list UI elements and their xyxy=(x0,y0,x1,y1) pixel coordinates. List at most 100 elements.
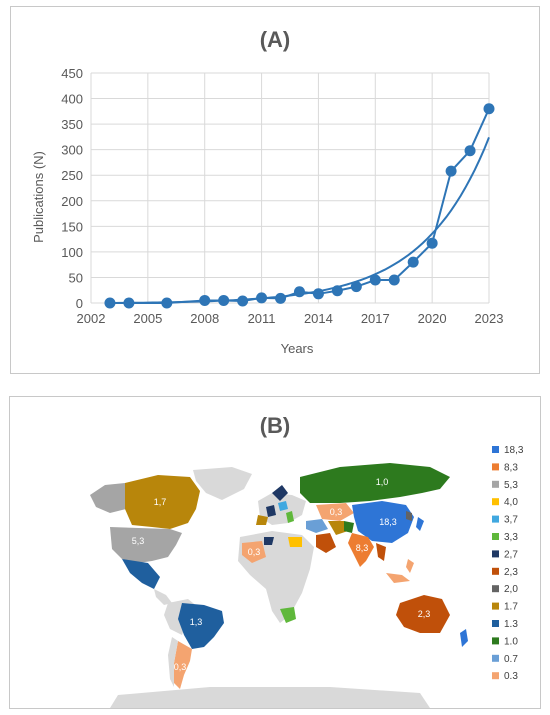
legend-label: 2,0 xyxy=(504,584,518,595)
region-middle-east xyxy=(306,519,328,533)
line-chart-panel: (A) 0 50 100 150 200 250 300 350 400 450 2002 2005… xyxy=(10,6,540,374)
legend-label: 0.3 xyxy=(504,671,518,682)
legend-label: 1.0 xyxy=(504,636,518,647)
y-tick-label: 100 xyxy=(61,245,83,260)
y-axis-label: Publications (N) xyxy=(31,151,46,243)
region-brazil xyxy=(178,603,224,649)
legend-swatch xyxy=(492,620,499,627)
region-philippines xyxy=(406,559,414,573)
region-germany xyxy=(278,501,288,511)
legend-label: 18,3 xyxy=(504,445,524,456)
region-chile xyxy=(168,637,178,687)
data-point xyxy=(256,292,268,304)
y-tick-labels: 0 50 100 150 200 250 300 350 400 450 xyxy=(61,66,83,311)
region-iran xyxy=(328,521,348,535)
data-point xyxy=(331,285,343,297)
region-central-america xyxy=(154,589,172,605)
legend-swatch xyxy=(492,567,499,575)
region-france xyxy=(266,505,276,517)
legend-swatch xyxy=(492,550,499,558)
legend-swatch xyxy=(492,446,499,453)
y-tick-label: 450 xyxy=(61,66,83,81)
label-india: 8,3 xyxy=(356,543,369,553)
region-australia xyxy=(396,595,450,633)
legend-swatch xyxy=(492,672,499,680)
publications-line-chart: (A) 0 50 100 150 200 250 300 350 400 450 2002 2005… xyxy=(31,27,504,356)
region-greenland xyxy=(193,467,252,500)
region-pakistan xyxy=(344,521,354,533)
x-tick-label: 2002 xyxy=(77,311,106,326)
legend-label: 8,3 xyxy=(504,462,518,473)
chart-title: (B) xyxy=(260,413,291,438)
legend-label: 2,3 xyxy=(504,567,518,578)
region-alaska xyxy=(90,483,130,513)
label-australia: 2,3 xyxy=(418,609,431,619)
label-brazil: 1,3 xyxy=(190,617,203,627)
region-algeria xyxy=(242,541,266,563)
world-map-panel: (B) xyxy=(9,396,541,709)
region-kazakhstan xyxy=(316,503,354,521)
data-point xyxy=(445,165,457,177)
map-value-labels: 1,7 5,3 1,3 0,3 1,0 18,3 8,3 2,3 0,3 0,3 xyxy=(132,477,431,672)
y-tick-label: 350 xyxy=(61,117,83,132)
region-south-africa xyxy=(280,607,296,623)
legend-swatch xyxy=(492,585,499,593)
region-mexico xyxy=(122,559,160,589)
data-point xyxy=(199,294,211,306)
y-tick-label: 50 xyxy=(69,270,83,285)
region-korea xyxy=(406,511,412,521)
legend-swatch xyxy=(492,515,499,523)
legend-label: 5,3 xyxy=(504,480,518,491)
data-point xyxy=(123,297,135,309)
x-tick-label: 2005 xyxy=(133,311,162,326)
data-point xyxy=(350,281,362,293)
x-tick-labels: 2002 2005 2008 2011 2014 2017 2020 2023 xyxy=(77,311,504,326)
data-point xyxy=(104,297,116,309)
legend-label: 1.3 xyxy=(504,619,518,630)
legend-label: 1.7 xyxy=(504,602,518,613)
legend-label: 2,7 xyxy=(504,549,518,560)
legend-label: 4,0 xyxy=(504,497,518,508)
x-tick-label: 2020 xyxy=(418,311,447,326)
y-tick-label: 400 xyxy=(61,92,83,107)
x-tick-label: 2008 xyxy=(190,311,219,326)
region-argentina xyxy=(174,641,192,689)
data-point xyxy=(218,294,230,306)
legend-label: 3,3 xyxy=(504,532,518,543)
region-china xyxy=(352,501,414,543)
legend-swatch xyxy=(492,602,499,610)
region-southeast-asia xyxy=(376,543,386,561)
world-map xyxy=(90,463,468,708)
y-tick-label: 200 xyxy=(61,194,83,209)
region-japan xyxy=(416,517,424,531)
data-point xyxy=(237,295,249,307)
y-tick-label: 0 xyxy=(76,296,83,311)
legend: 18,3 8,3 5,3 4,0 3,7 3,3 2,7 2,3 2,0 1.7 1.3 1.0 0.7… xyxy=(492,445,524,682)
label-kazakhstan: 0,3 xyxy=(330,507,343,517)
region-canada xyxy=(125,475,200,529)
x-tick-label: 2017 xyxy=(361,311,390,326)
x-axis-label: Years xyxy=(281,341,314,356)
region-new-zealand xyxy=(460,629,468,647)
y-tick-label: 300 xyxy=(61,143,83,158)
region-saudi-arabia xyxy=(316,533,336,553)
data-point xyxy=(407,256,419,268)
label-russia: 1,0 xyxy=(376,477,389,487)
x-tick-label: 2014 xyxy=(304,311,333,326)
region-tunisia xyxy=(264,537,274,545)
chart-title: (A) xyxy=(260,27,291,52)
region-italy xyxy=(286,511,294,523)
label-algeria: 0,3 xyxy=(248,547,261,557)
data-point xyxy=(464,145,476,157)
region-antarctica xyxy=(110,687,430,708)
legend-swatch xyxy=(492,533,499,540)
legend-swatch xyxy=(492,654,499,662)
label-united-states: 5,3 xyxy=(132,536,145,546)
legend-swatch xyxy=(492,480,499,488)
label-china: 18,3 xyxy=(379,517,397,527)
region-india xyxy=(348,533,374,567)
legend-swatch xyxy=(492,463,499,471)
data-points xyxy=(104,103,495,309)
data-point xyxy=(275,292,287,304)
region-united-states xyxy=(110,527,182,563)
